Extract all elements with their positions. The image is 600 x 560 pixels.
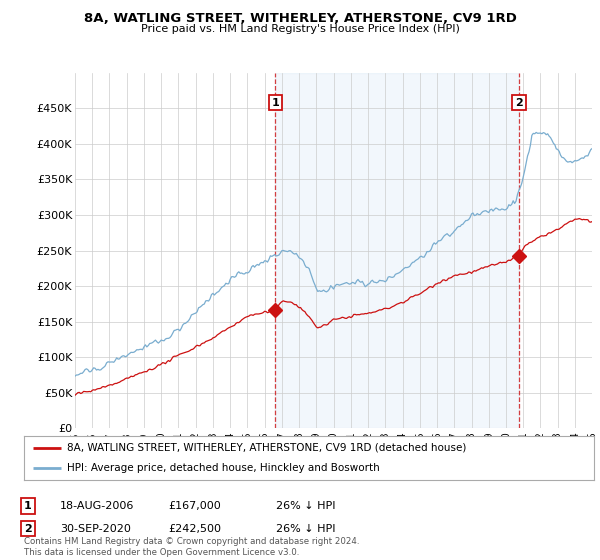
Text: £242,500: £242,500 bbox=[168, 524, 221, 534]
Text: 8A, WATLING STREET, WITHERLEY, ATHERSTONE, CV9 1RD: 8A, WATLING STREET, WITHERLEY, ATHERSTON… bbox=[83, 12, 517, 25]
Text: 1: 1 bbox=[272, 97, 279, 108]
Text: 2: 2 bbox=[515, 97, 523, 108]
Text: 8A, WATLING STREET, WITHERLEY, ATHERSTONE, CV9 1RD (detached house): 8A, WATLING STREET, WITHERLEY, ATHERSTON… bbox=[67, 443, 466, 453]
Text: 30-SEP-2020: 30-SEP-2020 bbox=[60, 524, 131, 534]
Text: 18-AUG-2006: 18-AUG-2006 bbox=[60, 501, 134, 511]
Text: Contains HM Land Registry data © Crown copyright and database right 2024.
This d: Contains HM Land Registry data © Crown c… bbox=[24, 537, 359, 557]
Text: 2: 2 bbox=[24, 524, 32, 534]
Bar bbox=[275, 73, 519, 428]
Text: 26% ↓ HPI: 26% ↓ HPI bbox=[276, 524, 335, 534]
Text: £167,000: £167,000 bbox=[168, 501, 221, 511]
Text: Price paid vs. HM Land Registry's House Price Index (HPI): Price paid vs. HM Land Registry's House … bbox=[140, 24, 460, 34]
Text: 1: 1 bbox=[24, 501, 32, 511]
Text: HPI: Average price, detached house, Hinckley and Bosworth: HPI: Average price, detached house, Hinc… bbox=[67, 463, 380, 473]
Text: 26% ↓ HPI: 26% ↓ HPI bbox=[276, 501, 335, 511]
